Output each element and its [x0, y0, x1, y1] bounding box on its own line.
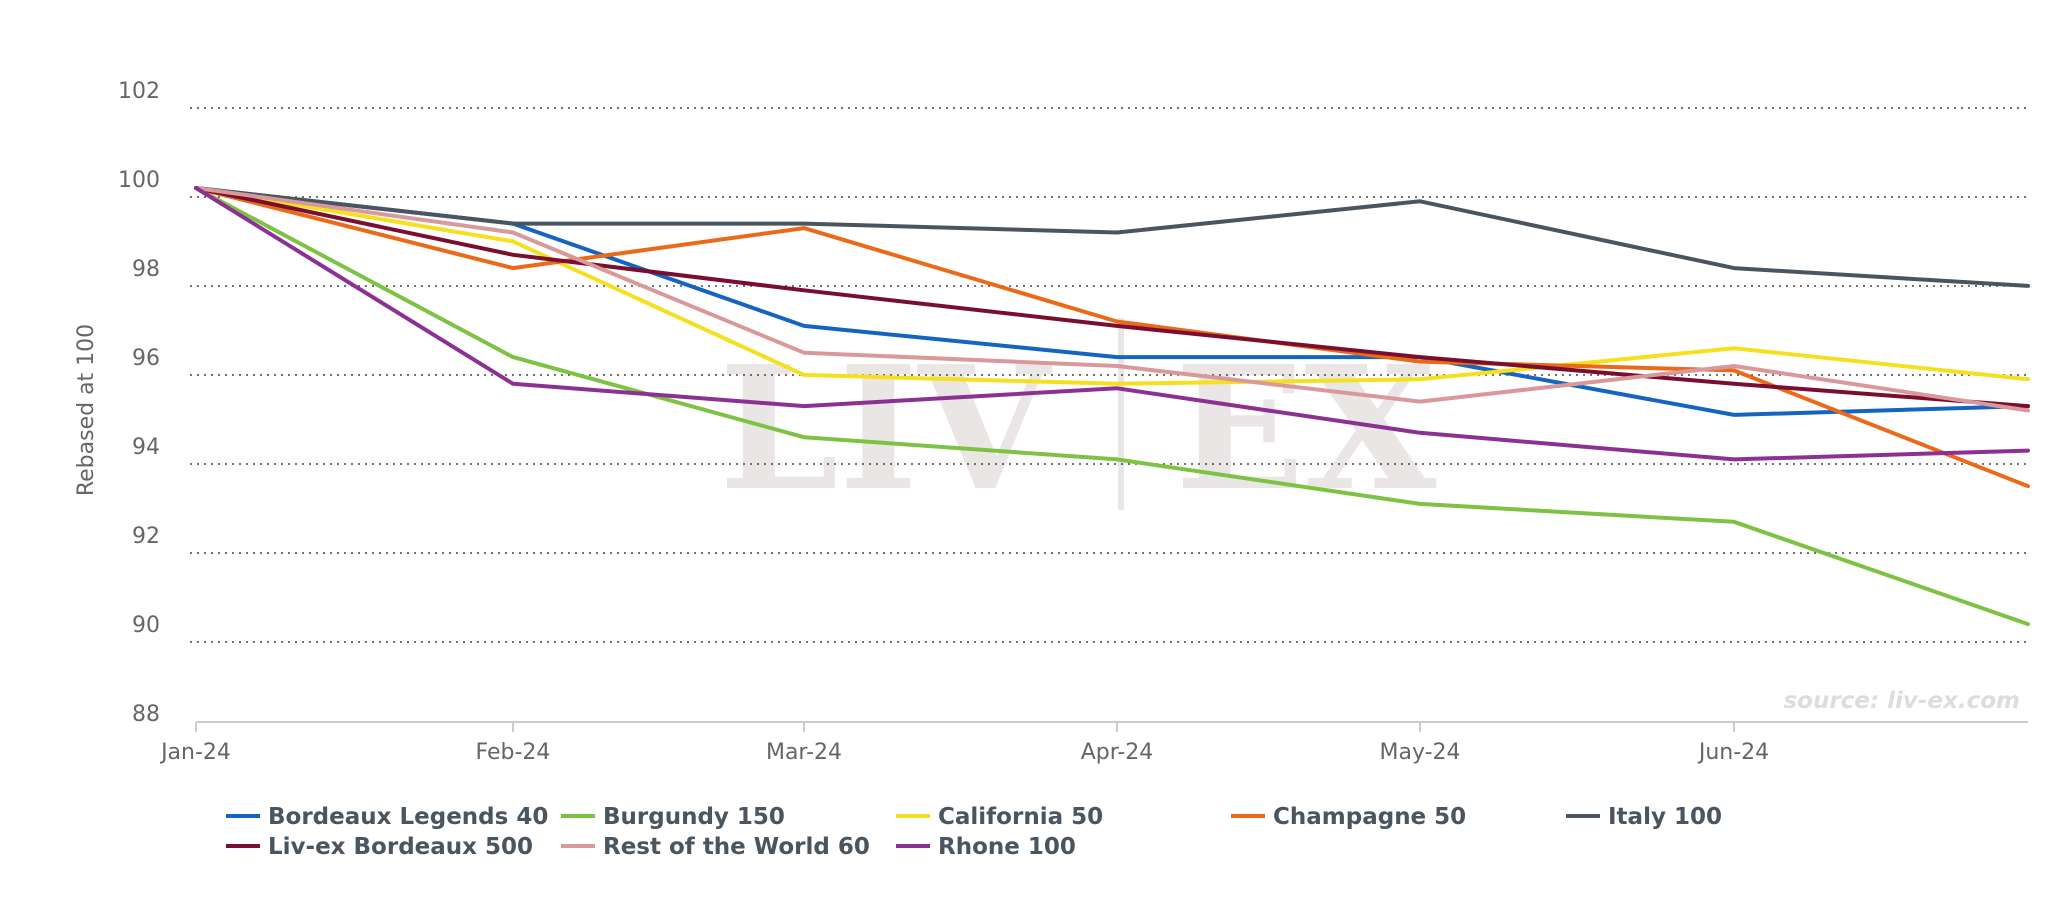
legend[interactable]: Bordeaux Legends 40 Burgundy 150 Californi…: [226, 804, 1722, 860]
legend-item-burgundy-150[interactable]: Burgundy 150: [561, 804, 785, 830]
series-line-rhone-100: [194, 186, 2030, 462]
legend-item-rest-of-the-world-60[interactable]: Rest of the World 60: [561, 834, 870, 860]
x-tick-label: Apr-24: [1081, 740, 1154, 765]
y-axis: 88 90 92 94 96 98 100 102: [118, 79, 160, 727]
legend-item-liv-ex-bordeaux-500[interactable]: Liv-ex Bordeaux 500: [226, 834, 533, 860]
x-tick-label: Feb-24: [476, 740, 551, 765]
legend-label: Italy 100: [1608, 804, 1722, 830]
gridlines: [190, 107, 2028, 643]
series-line-burgundy-150: [194, 186, 2030, 627]
y-tick-label: 102: [118, 79, 160, 104]
series-line-champagne-50: [194, 186, 2030, 489]
y-tick-label: 92: [132, 524, 160, 549]
y-tick-label: 96: [132, 346, 160, 371]
y-tick-label: 88: [132, 702, 160, 727]
legend-item-italy-100[interactable]: Italy 100: [1566, 804, 1722, 830]
legend-label: California 50: [938, 804, 1103, 830]
legend-item-champagne-50[interactable]: Champagne 50: [1231, 804, 1466, 830]
x-axis: Jan-24 Feb-24 Mar-24 Apr-24 May-24 Jun-24: [159, 721, 2028, 765]
x-tick-label: Jun-24: [1697, 740, 1769, 765]
legend-item-bordeaux-legends-40[interactable]: Bordeaux Legends 40: [226, 804, 548, 830]
series-line-bordeaux-legends-40: [194, 186, 2030, 417]
x-tick-label: Jan-24: [159, 740, 231, 765]
y-tick-label: 90: [132, 613, 160, 638]
series-line-rest-of-the-world-60: [194, 186, 2030, 413]
y-tick-label: 100: [118, 168, 160, 193]
y-tick-label: 94: [132, 435, 160, 460]
y-tick-label: 98: [132, 257, 160, 282]
x-tick-label: Mar-24: [766, 740, 842, 765]
legend-label: Rhone 100: [938, 834, 1076, 860]
legend-label: Champagne 50: [1273, 804, 1466, 830]
series-line-italy-100: [194, 186, 2030, 288]
legend-label: Liv-ex Bordeaux 500: [268, 834, 533, 860]
source-credit: source: liv-ex.com: [1783, 688, 2020, 714]
legend-label: Burgundy 150: [603, 804, 785, 830]
y-axis-title: Rebased at 100: [74, 324, 99, 496]
legend-label: Rest of the World 60: [603, 834, 870, 860]
x-tick-label: May-24: [1379, 740, 1460, 765]
watermark-divider: [1118, 318, 1124, 510]
series-line-california-50: [194, 186, 2030, 386]
legend-label: Bordeaux Legends 40: [268, 804, 548, 830]
series-lines: [194, 186, 2030, 627]
legend-item-california-50[interactable]: California 50: [896, 804, 1103, 830]
series-line-liv-ex-bordeaux-500: [194, 186, 2030, 409]
legend-item-rhone-100[interactable]: Rhone 100: [896, 834, 1076, 860]
